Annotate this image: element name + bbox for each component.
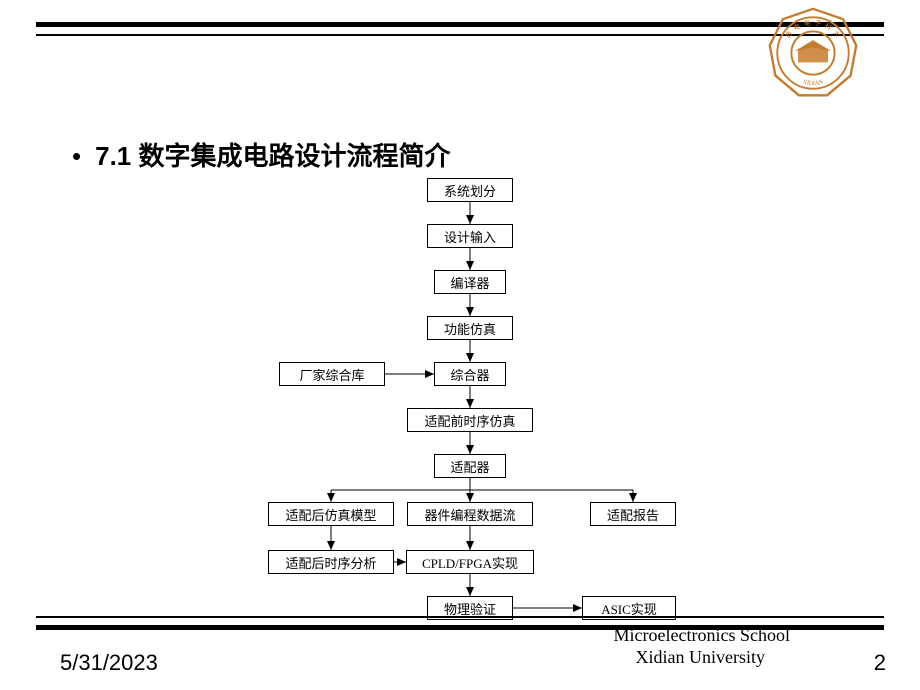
footer-school-line1: Microelectronics School	[614, 625, 790, 646]
top-rule-thin	[36, 34, 884, 36]
flow-node-n6: 综合器	[434, 362, 506, 386]
heading-text: 7.1 数字集成电路设计流程简介	[95, 141, 450, 171]
flow-node-n12: 适配后时序分析	[268, 550, 394, 574]
flow-node-n8: 适配器	[434, 454, 506, 478]
flow-node-n2: 设计输入	[427, 224, 513, 248]
flow-node-n7: 适配前时序仿真	[407, 408, 533, 432]
flow-node-n10: 器件编程数据流	[407, 502, 533, 526]
flow-node-n3: 编译器	[434, 270, 506, 294]
flow-node-n13: CPLD/FPGA实现	[406, 550, 534, 574]
flow-node-n1: 系统划分	[427, 178, 513, 202]
flow-node-n9: 适配后仿真模型	[268, 502, 394, 526]
top-rule-thick	[36, 22, 884, 27]
flow-node-n5: 厂家综合库	[279, 362, 385, 386]
footer-date: 5/31/2023	[60, 650, 158, 676]
university-logo: 西 电 电 子 科 大 XIDIAN	[766, 6, 860, 100]
svg-text:XIDIAN: XIDIAN	[802, 79, 825, 87]
flow-node-n11: 适配报告	[590, 502, 676, 526]
bottom-rule-thin	[36, 616, 884, 618]
flowchart: 系统划分设计输入编译器功能仿真厂家综合库 综合器适配前时序仿真适配器适配后仿真模型…	[0, 174, 920, 620]
slide-heading: • 7.1 数字集成电路设计流程简介	[72, 136, 450, 173]
footer-school-line2: Xidian University	[636, 647, 765, 668]
bullet-icon: •	[72, 141, 81, 171]
svg-text:西 电 电 子 科 大: 西 电 电 子 科 大	[784, 18, 843, 40]
flow-node-n4: 功能仿真	[427, 316, 513, 340]
footer-page-number: 2	[874, 650, 886, 676]
